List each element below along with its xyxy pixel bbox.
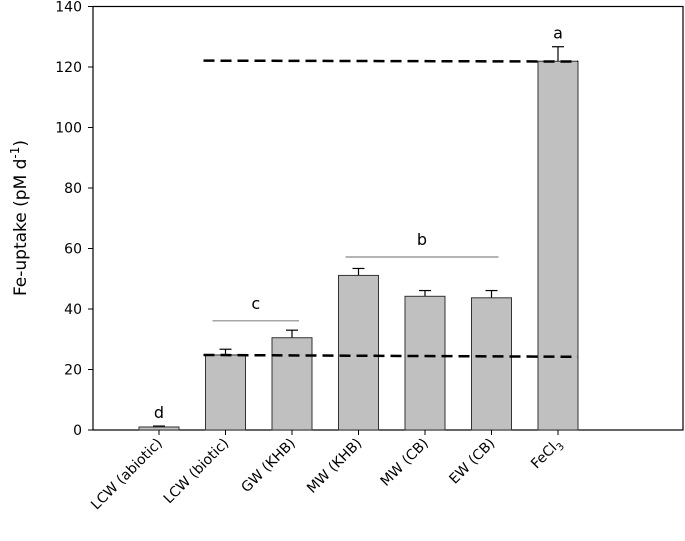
x-tick-label-main: LCW (abiotic): [88, 436, 166, 514]
dashed-reference-line: [203, 353, 579, 359]
y-axis-label-close: ): [11, 140, 31, 147]
significance-letter: b: [417, 230, 427, 249]
y-tick-label: 80: [64, 181, 82, 197]
x-tick-label: MW (CB): [378, 436, 432, 490]
bars: [138, 46, 579, 431]
reference-lines: [203, 59, 579, 359]
bar: [404, 295, 446, 431]
significance-letter: d: [154, 403, 164, 422]
bar: [138, 426, 180, 431]
bar: [471, 297, 512, 431]
y-axis-label-main: Fe-uptake (pM d: [11, 159, 31, 296]
x-tick-label-main: LCW (biotic): [161, 436, 233, 508]
x-tick-label: LCW (biotic): [161, 436, 233, 508]
y-tick-label: 20: [64, 363, 82, 379]
x-tick-label: EW (CB): [446, 436, 498, 488]
y-axis-label-sup: -1: [8, 147, 22, 159]
bar: [271, 337, 313, 431]
bar: [205, 354, 246, 431]
y-tick-label: 60: [64, 242, 82, 258]
x-axis: LCW (abiotic)LCW (biotic) GW (KHB) MW (KHB…: [88, 430, 567, 513]
y-tick-label: 0: [73, 423, 82, 439]
plot-frame: [92, 5, 684, 431]
bar: [537, 60, 579, 431]
dashed-reference-line: [203, 59, 579, 63]
y-tick-label: 120: [55, 60, 82, 76]
x-tick-label: LCW (abiotic): [88, 436, 166, 514]
significance-groups: d c b a: [154, 24, 563, 422]
x-tick-label-main: MW (CB): [378, 436, 432, 490]
y-axis: 0 20 40 60 80 100 120 140: [55, 0, 93, 439]
y-tick-label: 40: [64, 302, 82, 318]
x-tick-label-main: EW (CB): [446, 436, 498, 488]
x-tick-label: FeCl3: [528, 436, 567, 475]
significance-letter: a: [553, 24, 563, 43]
x-tick-label: GW (KHB): [238, 436, 298, 496]
y-tick-label: 140: [55, 0, 82, 16]
x-tick-label-main: MW (KHB): [304, 436, 365, 497]
y-tick-label: 100: [55, 121, 82, 137]
bar: [338, 274, 379, 431]
x-tick-label: MW (KHB): [304, 436, 365, 497]
significance-letter: c: [251, 294, 260, 313]
x-tick-label-main: GW (KHB): [238, 436, 298, 496]
y-axis-label: Fe-uptake (pM d-1): [8, 140, 31, 296]
